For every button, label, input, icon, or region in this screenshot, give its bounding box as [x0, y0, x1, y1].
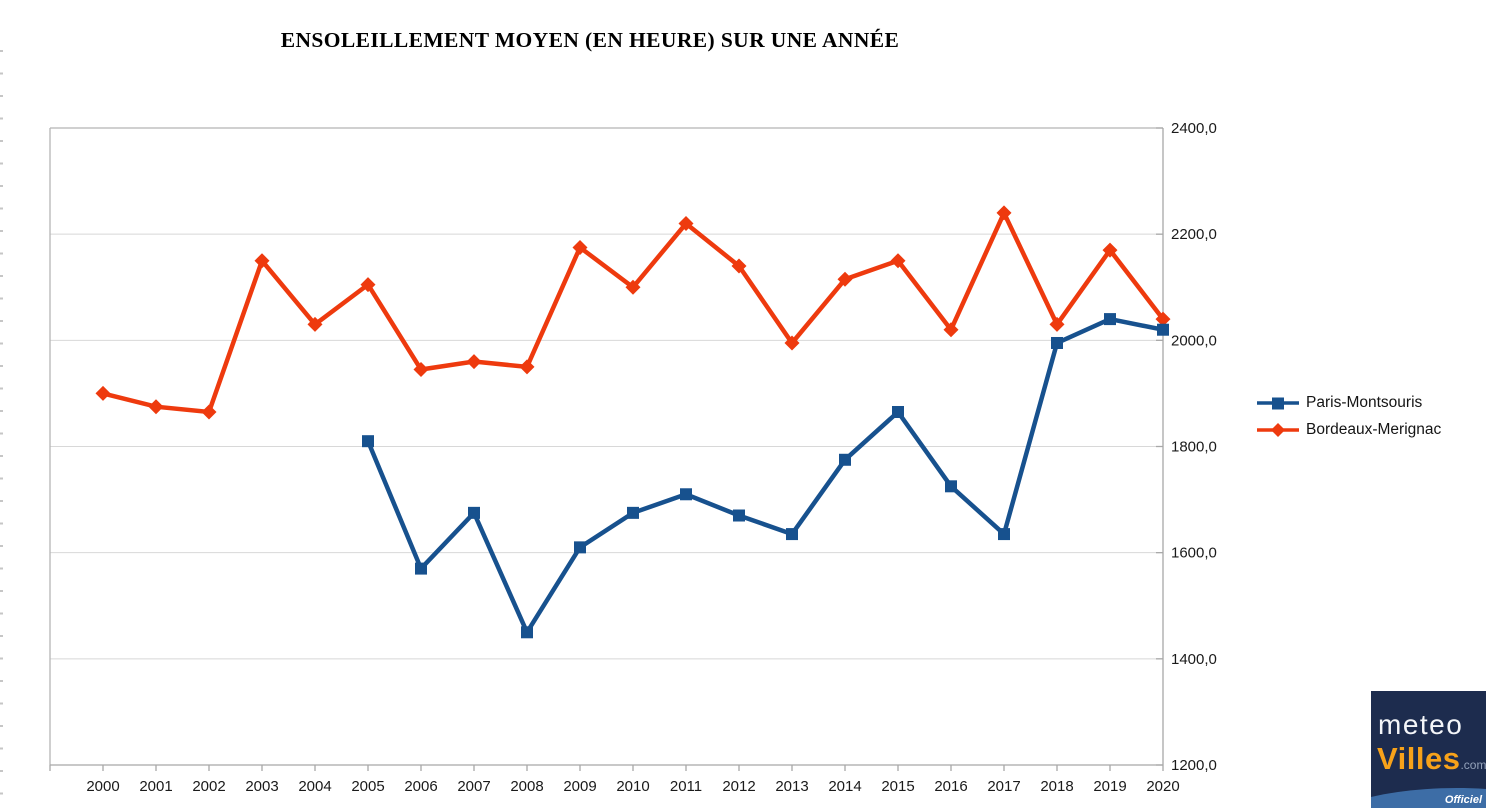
data-point-marker-diamond — [784, 335, 800, 351]
meteovilles-logo: meteo Villes.com Officiel — [1371, 691, 1486, 808]
x-axis-tick-label: 2000 — [86, 778, 119, 795]
series-line-bordeaux-merignac — [102, 207, 1165, 415]
y-axis-tick-label: 2200,0 — [1171, 226, 1217, 243]
y-axis-tick-label: 1200,0 — [1171, 757, 1217, 774]
data-point-marker-square — [733, 509, 745, 522]
logo-text-com: .com — [1460, 758, 1486, 772]
x-axis-tick-label: 2006 — [404, 778, 437, 795]
x-axis-tick-label: 2012 — [722, 778, 755, 795]
data-point-marker-diamond — [890, 253, 906, 269]
data-point-marker-diamond — [572, 239, 588, 255]
data-point-marker-diamond — [307, 316, 323, 332]
x-axis-tick-label: 2017 — [987, 778, 1020, 795]
x-axis-tick-label: 2013 — [775, 778, 808, 795]
data-point-marker-diamond — [1049, 316, 1065, 332]
logo-text-meteo: meteo — [1378, 709, 1464, 740]
x-axis-tick-label: 2005 — [351, 778, 384, 795]
y-axis-tick-label: 2400,0 — [1171, 120, 1217, 137]
logo-swoosh-band — [1371, 787, 1486, 808]
data-point-marker-diamond — [413, 362, 429, 378]
data-point-marker-square — [1157, 323, 1169, 336]
data-point-marker-diamond — [1155, 311, 1171, 327]
x-axis-tick-label: 2003 — [245, 778, 278, 795]
data-point-marker-square — [945, 480, 957, 493]
data-point-marker-diamond — [519, 359, 535, 375]
x-axis-tick-label: 2004 — [298, 778, 331, 795]
x-axis-tick-label: 2001 — [139, 778, 172, 795]
x-axis-tick-label: 2002 — [192, 778, 225, 795]
legend-item-bordeaux-merignac: Bordeaux-Merignac — [1256, 419, 1441, 441]
data-point-marker-diamond — [254, 253, 270, 269]
data-point-marker-diamond — [996, 205, 1012, 221]
legend-line-square-marker-icon — [1257, 397, 1299, 410]
x-axis-tick-label: 2014 — [828, 778, 861, 795]
data-point-marker-diamond — [837, 271, 853, 287]
x-axis-tick-label: 2007 — [457, 778, 490, 795]
y-axis-tick-label: 1400,0 — [1171, 651, 1217, 668]
data-point-marker-square — [627, 506, 639, 519]
data-point-marker-diamond — [201, 404, 217, 420]
data-point-marker-square — [1051, 336, 1063, 349]
data-point-marker-square — [680, 488, 692, 501]
y-axis-tick-label: 1600,0 — [1171, 545, 1217, 562]
data-point-marker-diamond — [1102, 242, 1118, 258]
data-point-marker-square — [362, 435, 374, 448]
logo-badge-officiel: Officiel — [1444, 794, 1482, 806]
data-point-marker-square — [468, 506, 480, 519]
x-axis-tick-label: 2011 — [670, 778, 702, 795]
x-axis-tick-label: 2016 — [934, 778, 967, 795]
y-axis-tick-label: 1800,0 — [1171, 439, 1217, 456]
legend-item-paris-montsouris: Paris-Montsouris — [1256, 392, 1441, 414]
data-point-marker-square — [574, 541, 586, 554]
x-axis-tick-label: 2018 — [1040, 778, 1073, 795]
data-point-marker-diamond — [943, 322, 959, 338]
data-point-marker-diamond — [731, 258, 747, 274]
legend-line-diamond-marker-icon — [1257, 423, 1299, 437]
series-line-paris-montsouris — [365, 316, 1164, 638]
data-point-marker-diamond — [678, 216, 694, 232]
logo-text-villes: Villes.com — [1377, 741, 1486, 777]
data-point-marker-square — [786, 528, 798, 541]
legend-label: Paris-Montsouris — [1306, 394, 1423, 411]
data-point-marker-diamond — [466, 354, 482, 370]
data-point-marker-square — [415, 562, 427, 575]
x-axis-tick-label: 2009 — [563, 778, 596, 795]
x-axis-tick-label: 2015 — [881, 778, 914, 795]
data-point-marker-square — [521, 626, 533, 639]
legend-label: Bordeaux-Merignac — [1306, 421, 1442, 438]
chart-title: ENSOLEILLEMENT MOYEN (EN HEURE) SUR UNE … — [280, 28, 900, 52]
x-axis-tick-label: 2008 — [510, 778, 543, 795]
x-axis-tick-label: 2020 — [1146, 778, 1179, 795]
x-axis-tick-label: 2019 — [1093, 778, 1126, 795]
data-point-marker-square — [839, 453, 851, 466]
data-point-marker-square — [892, 405, 904, 418]
data-point-marker-square — [1104, 313, 1116, 326]
data-point-marker-diamond — [360, 277, 376, 293]
left-edge-ruler-ticks — [0, 50, 3, 795]
data-point-marker-diamond — [95, 385, 111, 401]
data-point-marker-diamond — [625, 279, 641, 295]
x-axis-tick-label: 2010 — [616, 778, 649, 795]
data-point-marker-diamond — [148, 399, 164, 415]
y-axis-tick-label: 2000,0 — [1171, 332, 1217, 349]
chart-legend: Paris-Montsouris Bordeaux-Merignac — [1256, 392, 1441, 441]
logo-text-villes-word: Villes — [1377, 741, 1461, 776]
data-point-marker-square — [998, 528, 1010, 541]
